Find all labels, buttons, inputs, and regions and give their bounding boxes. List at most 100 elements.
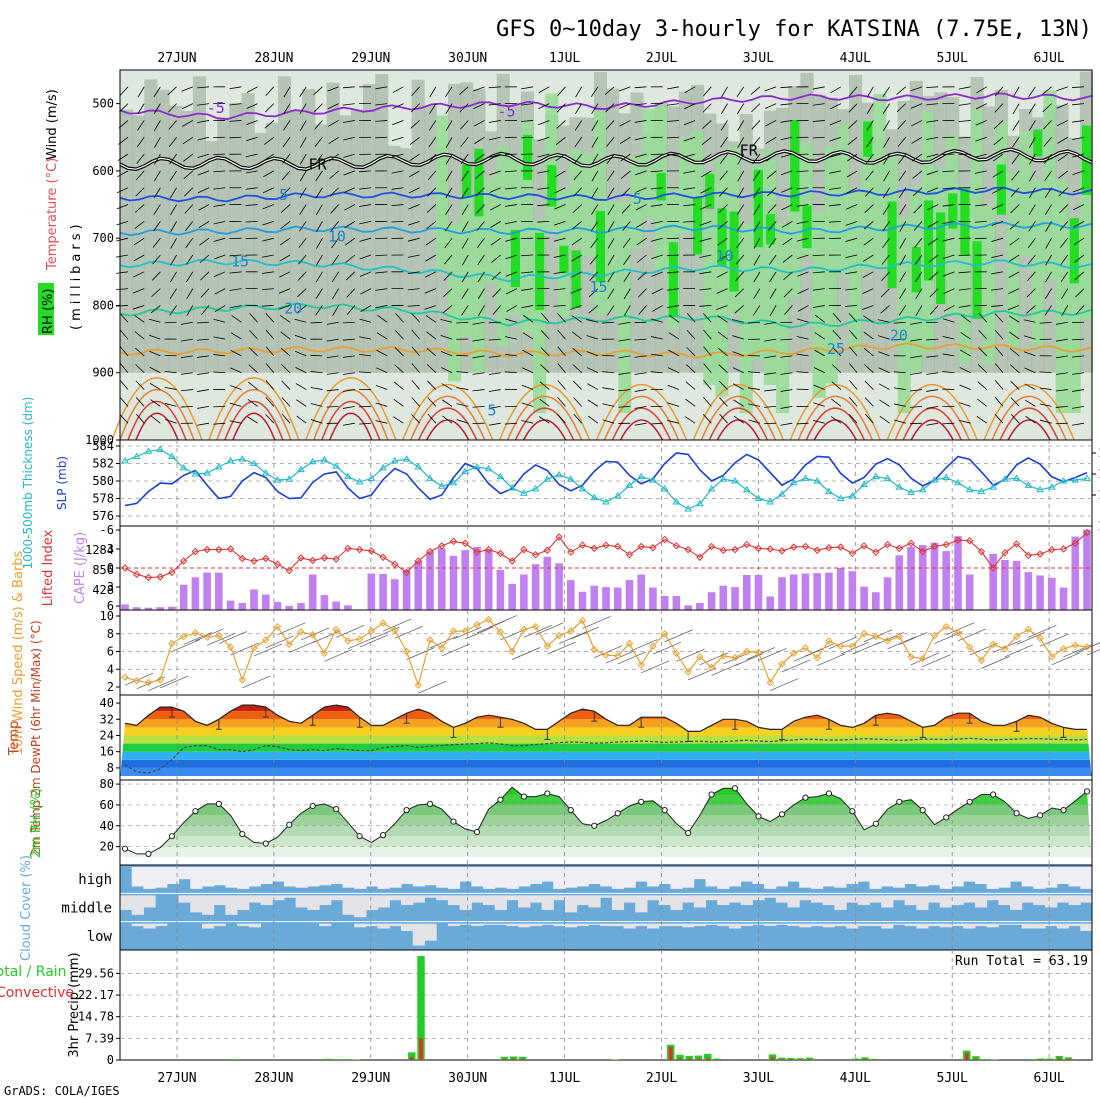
wind-barb — [344, 237, 356, 246]
clear-sky-cell — [810, 895, 824, 903]
clear-sky-cell — [424, 867, 437, 886]
precip-total-bar — [408, 1052, 416, 1060]
tick-label: 500 — [92, 97, 114, 111]
wind-barb — [929, 288, 939, 298]
isotherm-arch — [886, 383, 978, 441]
bottom-date-label: 1JUL — [549, 1071, 580, 1086]
wind-barb — [553, 254, 566, 258]
lifted-index-point — [778, 547, 786, 555]
wind-barb — [893, 387, 906, 390]
wind-barb — [618, 86, 631, 92]
wind-speed-point — [731, 654, 739, 662]
wind-barb — [587, 399, 599, 407]
wind-barb — [977, 381, 988, 390]
clear-sky-cell — [190, 867, 203, 889]
wind-barb — [881, 254, 890, 265]
wind-barb — [135, 380, 145, 390]
clear-sky-cell — [494, 923, 507, 925]
temp-band — [120, 699, 1092, 703]
clear-sky-cell — [881, 895, 894, 908]
wind-barb — [994, 363, 1004, 373]
wind-speed-point — [1059, 645, 1068, 653]
clear-sky-cell — [201, 923, 215, 929]
surface-wind-barb — [852, 641, 881, 655]
wind-barb — [720, 137, 728, 148]
clear-sky-cell — [283, 895, 297, 898]
wind-barb — [294, 318, 307, 323]
wind-barb — [732, 351, 744, 357]
wind-barb — [329, 170, 339, 180]
wind-barb — [115, 305, 129, 307]
wind-barb — [408, 187, 420, 194]
wind-barb — [635, 187, 647, 193]
rh-saturated-band — [887, 201, 897, 289]
lifted-index-point — [414, 557, 423, 565]
clear-sky-cell — [857, 895, 870, 906]
wind-barb — [910, 338, 923, 342]
rh-point — [708, 791, 715, 798]
surface-wind-barb — [770, 678, 799, 691]
lifted-index-point — [930, 542, 939, 551]
clear-sky-cell — [260, 895, 273, 906]
wind-barb — [521, 384, 534, 390]
isotherm-arch — [119, 389, 195, 441]
wind-barb — [911, 136, 923, 144]
precip-total-bar — [805, 1057, 814, 1060]
tick-label: 40 — [100, 696, 114, 710]
rh-moist-band — [448, 222, 462, 382]
precip-legend-total: Total / Rain — [0, 964, 67, 980]
thickness-point — [813, 477, 822, 484]
isotherm-arch — [329, 412, 373, 441]
lifted-index-point — [625, 550, 634, 559]
wind-barb — [538, 86, 550, 94]
surface-wind-barb — [594, 645, 623, 659]
thickness-point — [144, 447, 153, 454]
wind-barb — [589, 271, 599, 281]
wind-barb — [866, 120, 874, 131]
wind-barb — [734, 305, 744, 314]
rh-moist-band — [897, 217, 911, 414]
precip-total-bar — [1027, 1059, 1036, 1060]
wind-barb — [135, 170, 145, 181]
wind-barb — [861, 305, 874, 311]
lifted-index-point — [731, 545, 739, 554]
wind-barb — [345, 254, 356, 263]
wind-barb — [456, 419, 469, 424]
wind-barb — [537, 153, 550, 158]
isotherm-arch — [619, 419, 664, 441]
clear-sky-cell — [974, 867, 988, 885]
wind-barb — [976, 416, 988, 424]
wind-barb — [703, 346, 712, 357]
wind-barb — [634, 422, 647, 426]
temp-axis-label: 2m Temp 2m DewPt (6hr Min/Max) (°C) — [29, 620, 43, 855]
clear-sky-cell — [518, 867, 531, 887]
wind-speed-point — [1083, 643, 1091, 651]
wind-speed-point — [473, 621, 481, 629]
wind-barb — [310, 387, 323, 390]
wind-barb — [607, 221, 615, 232]
rh-saturated-band — [705, 173, 715, 209]
wind-barb — [445, 204, 453, 215]
wind-barb — [265, 414, 275, 424]
rh-gray-band — [399, 148, 413, 373]
cape-bar — [344, 605, 352, 610]
thickness-point — [778, 490, 786, 497]
wind-barb — [265, 313, 275, 323]
wind-barb — [555, 136, 566, 145]
wind-barb — [135, 397, 145, 407]
wind-barb — [590, 221, 599, 232]
clear-sky-cell — [342, 867, 355, 888]
wind-barb — [409, 153, 420, 162]
wind-barb — [119, 414, 129, 424]
wind-barb — [477, 254, 485, 266]
wind-speed-point — [484, 615, 493, 624]
rh-saturated-band — [753, 169, 763, 248]
wind-barb — [1039, 371, 1052, 374]
wind-barb — [488, 389, 501, 392]
wind-barb — [426, 347, 437, 357]
cape-bar — [895, 555, 904, 610]
isotherm-arch — [208, 377, 300, 441]
wind-barb — [213, 220, 226, 225]
upper-legend-temp: Temperature (°C) — [45, 158, 60, 271]
wind-barb — [571, 254, 582, 262]
